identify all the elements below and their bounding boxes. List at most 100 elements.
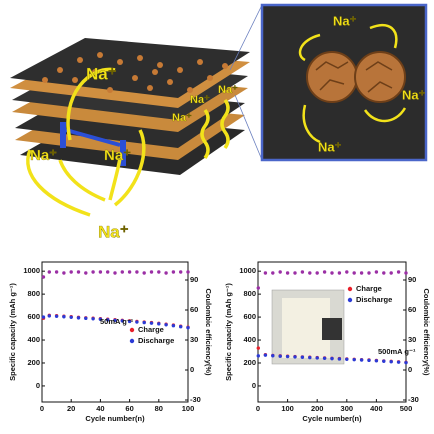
- x-axis-label: Cycle number(n): [302, 414, 362, 423]
- plot-frame: [257, 261, 407, 403]
- legend-marker: [347, 297, 353, 303]
- ion-label: Na⁺: [30, 147, 57, 164]
- data-point: [359, 358, 364, 362]
- data-point: [120, 319, 125, 323]
- data-point: [47, 270, 51, 274]
- y2-tick-label: -30: [190, 395, 201, 404]
- data-point: [330, 356, 334, 361]
- blue-bar: [60, 122, 66, 148]
- data-point: [149, 270, 154, 274]
- data-point: [113, 318, 117, 322]
- data-point: [308, 355, 312, 360]
- data-point: [256, 346, 260, 350]
- y-tick-label: 0: [36, 381, 40, 390]
- y2-tick-label: 0: [408, 365, 412, 374]
- ion-label: Na⁺: [98, 222, 129, 241]
- annotation: 50mA g⁻¹: [100, 317, 134, 326]
- blue-bar: [120, 140, 126, 166]
- y-tick-label: 600: [27, 312, 40, 321]
- x-tick-label: 20: [67, 404, 75, 413]
- data-point: [106, 318, 110, 322]
- data-point: [322, 270, 327, 274]
- legend-marker: [347, 286, 353, 292]
- y2-axis-label: Coulombic efficiency(%): [204, 288, 213, 376]
- data-point: [278, 270, 282, 274]
- y-axis-label: Specific capacity (mAh g⁻¹): [224, 283, 233, 381]
- ion-label: Na⁺: [86, 64, 117, 83]
- ion-label: Na⁺: [333, 13, 357, 28]
- data-point: [293, 355, 297, 359]
- data-point: [142, 271, 146, 275]
- data-point: [374, 270, 379, 274]
- data-point: [337, 271, 342, 275]
- y-tick-label: 800: [27, 289, 40, 298]
- x-tick-label: 0: [40, 404, 44, 413]
- legend-label: Charge: [138, 325, 164, 334]
- y2-tick-label: 30: [408, 335, 416, 344]
- data-point: [171, 270, 176, 274]
- data-point: [106, 270, 110, 274]
- data-point: [352, 271, 356, 275]
- data-point: [69, 270, 73, 274]
- y-tick-label: 600: [243, 312, 256, 321]
- data-point: [396, 360, 401, 364]
- data-point: [157, 270, 161, 274]
- y2-tick-label: 0: [190, 365, 194, 374]
- data-point: [389, 360, 393, 364]
- y-tick-label: 1000: [23, 266, 40, 275]
- zoom-line: [234, 94, 263, 161]
- data-point: [278, 354, 282, 358]
- y-tick-label: 400: [243, 335, 256, 344]
- inset-photo-clip: [322, 318, 342, 340]
- data-point: [41, 315, 46, 319]
- x-tick-label: 100: [182, 404, 195, 413]
- particle: [354, 51, 406, 103]
- data-point: [91, 270, 95, 274]
- y-tick-label: 200: [243, 358, 256, 367]
- data-point: [345, 357, 349, 362]
- data-point: [127, 319, 132, 324]
- data-point: [113, 271, 117, 275]
- data-point: [404, 360, 408, 365]
- data-point: [179, 325, 183, 329]
- particle: [306, 51, 358, 103]
- data-point: [120, 270, 125, 274]
- x-tick-label: 300: [341, 404, 354, 413]
- legend-label: Charge: [356, 284, 382, 293]
- data-point: [315, 356, 319, 360]
- data-point: [171, 323, 176, 328]
- data-point: [389, 271, 393, 275]
- zoom-line: [229, 4, 263, 71]
- data-point: [352, 357, 356, 362]
- data-point: [345, 270, 349, 274]
- data-point: [285, 271, 290, 275]
- ion-label: Na⁺: [318, 139, 342, 154]
- y-tick-label: 400: [27, 335, 40, 344]
- y-tick-label: 1000: [239, 266, 256, 275]
- data-point: [256, 354, 260, 358]
- y-tick-label: 800: [243, 289, 256, 298]
- texture: [315, 61, 393, 93]
- data-point: [91, 317, 95, 321]
- y-tick-label: 0: [252, 381, 256, 390]
- y2-tick-label: 90: [190, 275, 198, 284]
- x-tick-label: 0: [256, 404, 260, 413]
- electrode-illustration: Na⁺ Na⁺ Na⁺ Na⁺ Na⁺ Na⁺ Na⁺ Na⁺ Na⁺ Na⁺: [10, 3, 428, 242]
- data-point: [76, 316, 81, 320]
- data-point: [337, 357, 342, 361]
- x-tick-label: 100: [281, 404, 294, 413]
- legend-label: Discharge: [356, 295, 392, 304]
- data-point: [54, 314, 59, 318]
- data-point: [142, 320, 146, 325]
- x-tick-label: 40: [96, 404, 104, 413]
- particles: [42, 52, 228, 93]
- y2-tick-label: 90: [408, 275, 416, 284]
- data-point: [315, 271, 319, 275]
- ion-label: Na⁺: [104, 147, 131, 164]
- x-axis-label: Cycle number(n): [85, 414, 145, 423]
- data-point: [263, 353, 268, 357]
- legend-label: Discharge: [138, 336, 174, 345]
- data-point: [69, 315, 73, 320]
- y2-tick-label: 30: [190, 335, 198, 344]
